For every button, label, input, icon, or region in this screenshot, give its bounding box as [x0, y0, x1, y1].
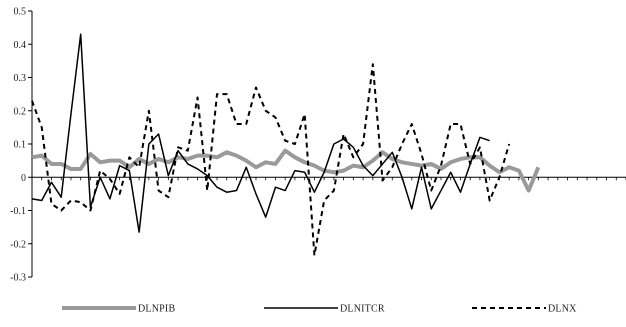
legend: DLNPIB DLNITCR DLNX	[62, 304, 577, 315]
legend-label-dlnitcr: DLNITCR	[340, 304, 385, 315]
y-tick-label: -0.3	[10, 273, 26, 284]
y-tick-label: -0.2	[10, 239, 26, 250]
y-tick-label: 0.3	[14, 73, 27, 84]
y-tick-label: 0.1	[14, 140, 27, 151]
y-tick-label: 0	[21, 173, 26, 184]
y-tick-label: 0.4	[14, 40, 27, 51]
y-tick-label: 0.2	[14, 106, 27, 117]
legend-label-dlnx: DLNX	[548, 304, 577, 315]
legend-label-dlnpib: DLNPIB	[138, 304, 175, 315]
y-axis-ticks: -0.3 -0.2 -0.1 0 0.1 0.2 0.3 0.4 0.5	[10, 7, 32, 284]
y-tick-label: -0.1	[10, 206, 26, 217]
series-line-dlnitcr	[31, 33, 490, 233]
axes	[31, 11, 626, 277]
series-line-dlnpib	[31, 148, 541, 193]
series-line-dlnx	[31, 63, 511, 257]
y-tick-label: 0.5	[14, 7, 27, 18]
series-lines	[31, 33, 541, 257]
